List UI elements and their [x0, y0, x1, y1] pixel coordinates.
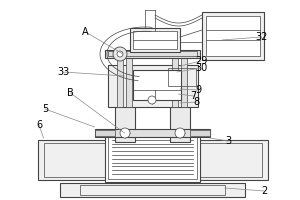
Text: 8: 8	[194, 97, 200, 107]
Bar	[168, 68, 196, 86]
Bar	[95, 129, 210, 137]
Bar	[44, 143, 262, 177]
Bar	[133, 70, 181, 100]
Bar	[95, 130, 115, 136]
Bar	[60, 183, 245, 197]
Bar	[80, 185, 225, 195]
Bar	[115, 105, 135, 142]
Text: 29: 29	[195, 56, 207, 66]
Bar	[105, 50, 200, 58]
Bar	[170, 105, 190, 142]
Bar	[172, 55, 178, 107]
Bar	[126, 55, 132, 107]
Bar	[117, 55, 123, 107]
Text: 32: 32	[255, 32, 267, 42]
Bar	[190, 130, 210, 136]
Text: 6: 6	[36, 120, 42, 130]
Bar	[181, 55, 187, 107]
Circle shape	[175, 128, 185, 138]
Text: 2: 2	[261, 186, 267, 196]
Text: 30: 30	[195, 63, 207, 73]
Circle shape	[117, 51, 123, 57]
Bar	[108, 133, 197, 179]
Bar	[133, 31, 177, 49]
Text: 7: 7	[190, 91, 196, 101]
Bar	[206, 16, 260, 56]
Text: 3: 3	[225, 136, 231, 146]
Bar	[38, 140, 268, 180]
Text: 9: 9	[195, 85, 201, 95]
Text: B: B	[67, 88, 74, 98]
Bar	[108, 65, 198, 107]
Circle shape	[113, 47, 127, 61]
Bar	[130, 28, 180, 52]
Text: 5: 5	[42, 104, 48, 114]
Bar	[108, 51, 197, 56]
Circle shape	[120, 128, 130, 138]
Text: 33: 33	[57, 67, 69, 77]
Circle shape	[148, 96, 156, 104]
Bar	[105, 130, 200, 182]
Text: A: A	[82, 27, 89, 37]
Bar	[202, 12, 264, 60]
